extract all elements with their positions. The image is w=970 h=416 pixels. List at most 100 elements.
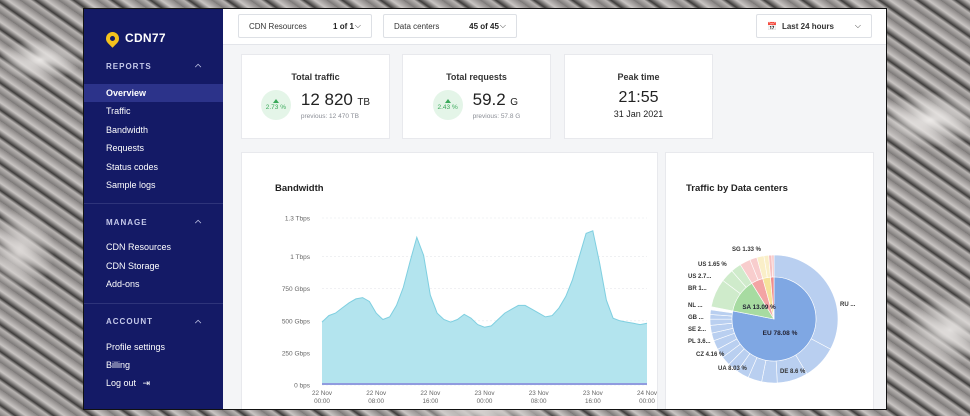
previous-value: previous: 12 470 TB <box>300 113 359 120</box>
x-tick-label: 00:00 <box>639 398 655 405</box>
card-title: Total traffic <box>291 72 340 82</box>
pie-outer-label: US 1.65 % <box>698 262 727 268</box>
section-account[interactable]: ACCOUNT ⌵ <box>84 313 223 331</box>
pie-outer-label: BR 1... <box>688 286 707 292</box>
dropdown-value: 1 of 1 <box>333 21 354 31</box>
nav-sample-logs[interactable]: Sample logs <box>106 179 156 190</box>
y-tick-label: 0 bps <box>294 383 311 390</box>
nav-cdn-resources[interactable]: CDN Resources <box>106 242 172 253</box>
y-tick-label: 1.3 Tbps <box>285 216 311 223</box>
change-value: 2.73 % <box>265 104 286 111</box>
dropdown-label: CDN Resources <box>249 21 307 31</box>
nav-traffic[interactable]: Traffic <box>106 106 131 117</box>
x-tick-label: 24 Nov <box>637 390 658 397</box>
section-manage[interactable]: MANAGE ⌵ <box>84 213 223 231</box>
x-tick-label: 22 Nov <box>312 390 333 397</box>
y-tick-label: 1 Tbps <box>290 254 311 261</box>
bandwidth-area <box>322 230 647 385</box>
pie-outer-label: SE 2... <box>688 327 706 333</box>
peak-date-value: 31 Jan 2021 <box>613 109 664 119</box>
total-traffic-card: Total traffic 2.73 % 12 820 TB previous:… <box>241 54 390 139</box>
traffic-dc-title: Traffic by Data centers <box>686 183 788 194</box>
log-out-label: Log out <box>106 378 137 389</box>
y-tick-label: 750 Gbps <box>282 286 311 293</box>
stat-unit: TB <box>357 97 371 108</box>
pie-outer-label: RU ... <box>840 302 856 308</box>
dropdown-label: Last 24 hours <box>781 21 834 31</box>
bandwidth-chart: 1.3 Tbps 1 Tbps 750 Gbps 500 Gbps 250 Gbps 0 … <box>282 216 658 406</box>
x-tick-label: 08:00 <box>531 398 547 405</box>
sidebar: CDN77 REPORTS ⌵ Overview Traffic Bandwid… <box>84 9 223 409</box>
section-title: ACCOUNT <box>106 317 153 327</box>
stat-value: 59.2 <box>472 90 506 109</box>
nav-bandwidth[interactable]: Bandwidth <box>106 124 149 135</box>
traffic-dc-panel: Traffic by Data centers EU 78.08 % SA 13.… <box>665 152 874 409</box>
arrow-up-icon <box>444 99 451 103</box>
nav-add-ons[interactable]: Add-ons <box>106 279 140 290</box>
x-tick-label: 23 Nov <box>475 390 496 397</box>
location-pin-icon <box>103 28 122 48</box>
card-title: Peak time <box>617 72 660 82</box>
x-tick-label: 16:00 <box>585 398 601 405</box>
section-title: REPORTS <box>106 61 152 71</box>
nav-log-out[interactable]: Log out ⇥ <box>84 374 223 392</box>
divider <box>84 203 223 205</box>
section-title: MANAGE <box>106 217 148 227</box>
nav-requests[interactable]: Requests <box>106 143 145 154</box>
nav-profile-settings[interactable]: Profile settings <box>106 341 166 352</box>
pie-outer-label: US 2.7... <box>688 274 712 280</box>
peak-time-value: 21:55 <box>618 89 659 106</box>
x-tick-label: 23 Nov <box>583 390 604 397</box>
pie-outer-label: GB ... <box>688 315 704 321</box>
chevron-up-icon: ⌵ <box>193 317 201 327</box>
section-reports[interactable]: REPORTS ⌵ <box>84 57 223 75</box>
x-tick-label: 00:00 <box>314 398 330 405</box>
y-tick-label: 250 Gbps <box>282 350 311 357</box>
filter-bar: CDN Resources 1 of 1 ⌵ Data centers 45 o… <box>223 9 886 45</box>
x-tick-label: 22 Nov <box>420 390 441 397</box>
dropdown-label: Data centers <box>394 21 440 31</box>
pie-outer-label: DE 8.6 % <box>780 369 806 375</box>
pie-outer-label: CZ 4.16 % <box>696 352 725 358</box>
time-range-dropdown[interactable]: 📅 Last 24 hours ⌵ <box>756 14 872 38</box>
log-out-icon: ⇥ <box>142 378 151 389</box>
logo-text: CDN77 <box>125 31 166 45</box>
change-value: 2.43 % <box>437 104 458 111</box>
data-centers-dropdown[interactable]: Data centers 45 of 45 ⌵ <box>383 14 517 38</box>
total-requests-card: Total requests 2.43 % 59.2 G previous: 5… <box>402 54 551 139</box>
x-tick-label: 16:00 <box>422 398 438 405</box>
dropdown-value: 45 of 45 <box>469 21 499 31</box>
pie-outer-label: UA 8.03 % <box>718 366 747 372</box>
card-title: Total requests <box>446 72 507 82</box>
pie-inner-label: EU 78.08 % <box>763 330 798 337</box>
change-indicator: 2.43 % <box>432 90 463 120</box>
logo[interactable]: CDN77 <box>84 9 223 51</box>
y-tick-label: 500 Gbps <box>282 318 311 325</box>
x-tick-label: 08:00 <box>368 398 384 405</box>
pie-inner-label: SA 13.09 % <box>742 304 776 311</box>
nav-status-codes[interactable]: Status codes <box>106 161 159 172</box>
cdn-resources-dropdown[interactable]: CDN Resources 1 of 1 ⌵ <box>238 14 372 38</box>
stat-value: 12 820 <box>300 90 353 109</box>
x-tick-label: 23 Nov <box>529 390 550 397</box>
nav-cdn-storage[interactable]: CDN Storage <box>106 260 160 271</box>
previous-value: previous: 57.8 G <box>472 113 521 120</box>
peak-time-card: Peak time 21:55 31 Jan 2021 <box>564 54 713 139</box>
app-window: CDN77 REPORTS ⌵ Overview Traffic Bandwid… <box>83 8 887 410</box>
chevron-up-icon: ⌵ <box>193 62 201 71</box>
pie-inner-segment <box>770 276 775 320</box>
calendar-icon: 📅 <box>767 21 777 31</box>
bandwidth-panel: Bandwidth 1.3 Tbps 1 Tbps 750 Gbps 500 Gbps… <box>241 152 658 409</box>
main-content: CDN Resources 1 of 1 ⌵ Data centers 45 o… <box>223 9 886 409</box>
chevron-down-icon: ⌵ <box>499 21 506 30</box>
pie-outer-label: NL ... <box>688 303 703 309</box>
nav-overview[interactable]: Overview <box>84 84 223 103</box>
bandwidth-title: Bandwidth <box>275 183 324 194</box>
stat-unit: G <box>510 97 518 108</box>
chevron-down-icon: ⌵ <box>354 21 361 30</box>
arrow-up-icon <box>272 99 279 103</box>
pie-outer-label: SG 1.33 % <box>732 247 762 253</box>
nav-billing[interactable]: Billing <box>106 359 131 370</box>
x-tick-label: 22 Nov <box>366 390 387 397</box>
traffic-dc-chart: EU 78.08 % SA 13.09 % SG 1.33 % US 1.65 % US… <box>688 247 856 384</box>
